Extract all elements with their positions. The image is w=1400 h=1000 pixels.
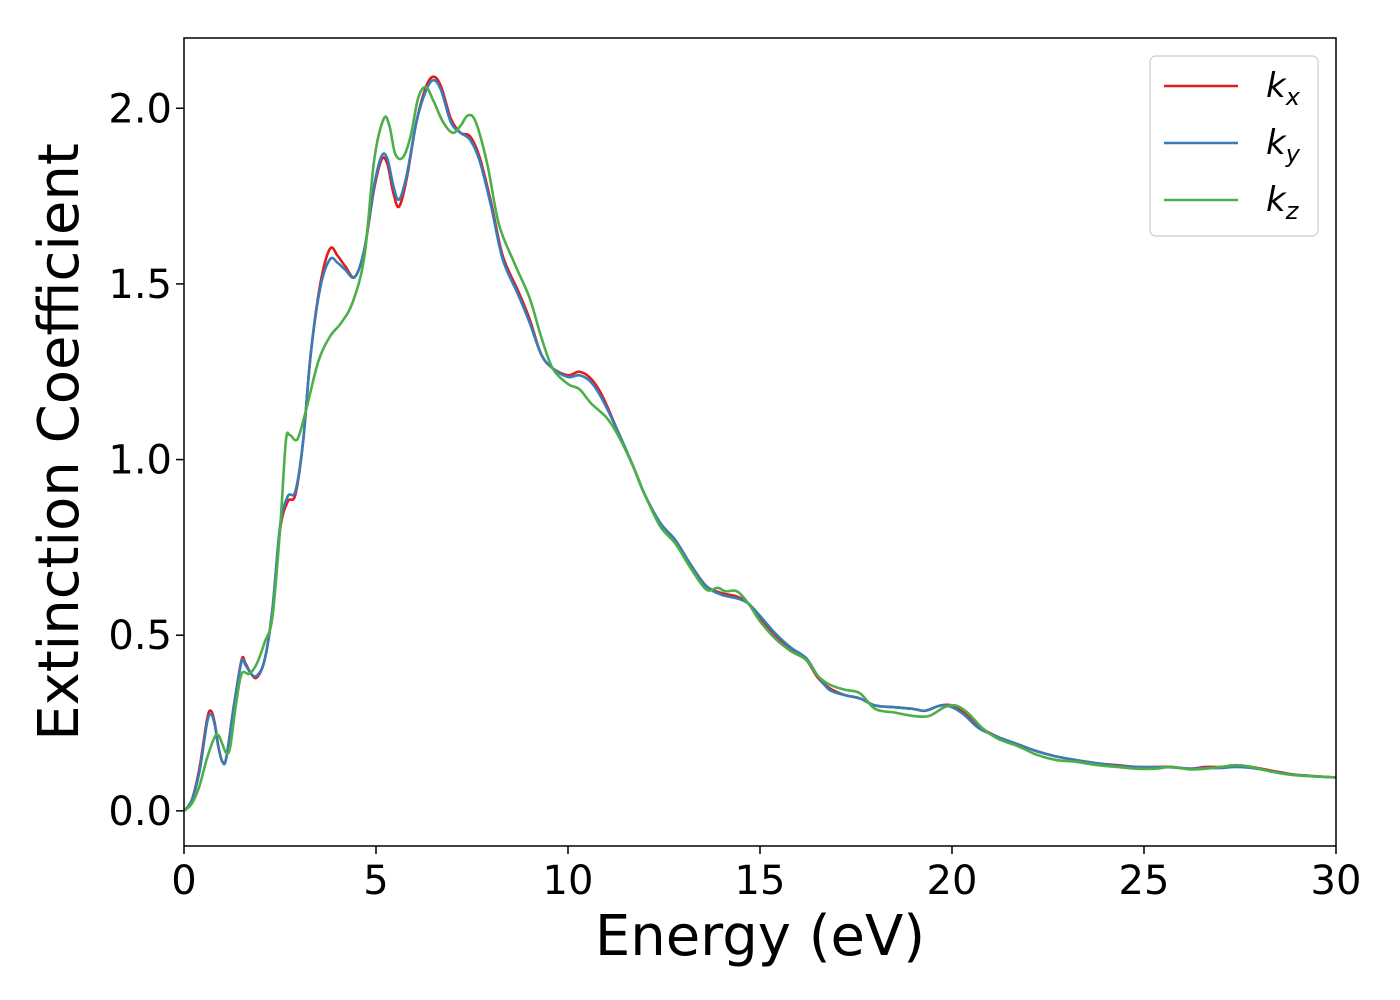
series-line-z [183, 85, 1337, 812]
y-tick-label: 1.0 [108, 438, 172, 484]
y-tick-label: 0.5 [108, 613, 172, 659]
legend-box [1149, 55, 1319, 237]
y-tick-label: 0.0 [108, 789, 172, 835]
y-axis-label: Extinction Coefficient [27, 143, 92, 741]
legend-label-x: kx [1266, 66, 1301, 111]
y-axis: 0.0 0.5 1.0 1.5 2.0 [108, 86, 184, 835]
x-tick-label: 15 [735, 858, 786, 904]
x-tick-label: 20 [927, 858, 978, 904]
legend-label-y: ky [1266, 123, 1301, 168]
x-tick-label: 5 [363, 858, 388, 904]
y-tick-label: 1.5 [108, 262, 172, 308]
series-layer [182, 75, 1337, 812]
x-tick-label: 0 [171, 858, 196, 904]
x-axis-label: Energy (eV) [595, 904, 925, 969]
x-tick-label: 30 [1311, 858, 1362, 904]
x-axis: 0 5 10 15 20 25 30 [171, 846, 1361, 904]
y-tick-label: 2.0 [108, 86, 172, 132]
x-tick-label: 25 [1119, 858, 1170, 904]
x-tick-label: 10 [543, 858, 594, 904]
